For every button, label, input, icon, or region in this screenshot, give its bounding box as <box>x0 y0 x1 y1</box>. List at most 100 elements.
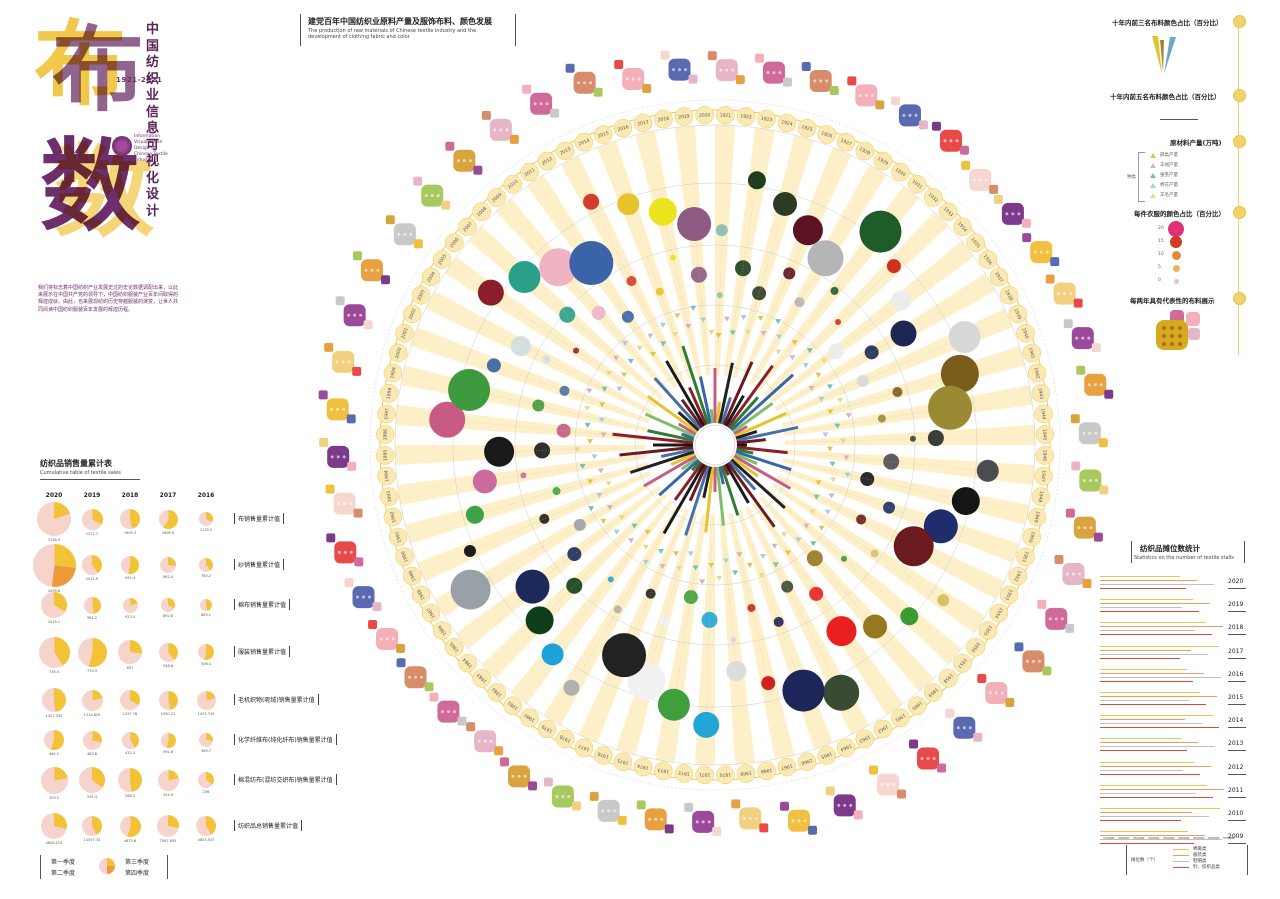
spoke-line <box>797 501 939 597</box>
raw-material-marker <box>612 355 619 361</box>
fabric-swatch-small <box>731 799 741 809</box>
sales-pie <box>40 766 68 794</box>
brand-glyph-top: 布 <box>34 10 127 118</box>
raw-material-marker <box>690 305 697 311</box>
stalls-bar <box>1100 584 1214 585</box>
intro-text: 我们将标志着中国纺织产业发展史过的史论数据调配出来，以此来展示在中国共产党的领导… <box>38 285 179 313</box>
centre-bar <box>730 458 786 510</box>
sales-value: 4650.125 <box>45 841 63 845</box>
centre-bar <box>688 464 708 502</box>
centre-bar <box>677 422 697 436</box>
year-badge <box>432 250 452 269</box>
raw-material-marker <box>687 551 694 557</box>
sales-pie <box>41 592 67 618</box>
fabric-dot <box>1060 617 1064 621</box>
year-badge <box>939 202 958 221</box>
spoke-line <box>736 542 767 677</box>
fabric-dot <box>772 71 776 75</box>
raw-material-marker <box>826 384 833 390</box>
color-share-dot <box>1170 236 1182 248</box>
color-circle <box>477 279 504 306</box>
spoke-line <box>631 214 682 351</box>
fabric-swatch-small <box>875 100 885 110</box>
fabric-dot <box>864 93 868 97</box>
year-badge <box>388 527 408 547</box>
sales-pie <box>41 813 67 839</box>
color-circle <box>539 248 578 287</box>
stalls-year-rule <box>1228 634 1246 636</box>
stalls-legend-label: 棉麻类 <box>1193 847 1207 852</box>
sales-pie <box>198 644 214 660</box>
raw-material-marker <box>824 509 831 515</box>
spoke-line <box>603 281 659 363</box>
fabric-dot <box>908 113 912 117</box>
fabric-dot <box>849 803 853 807</box>
legend-top3-icon <box>1152 36 1176 74</box>
stalls-year-label: 2013 <box>1228 740 1244 748</box>
stalls-bar <box>1100 576 1180 577</box>
legend-dot <box>1233 135 1246 148</box>
fabric-swatch-small <box>868 765 878 775</box>
color-share-dot <box>1173 278 1179 284</box>
sales-year-header: 2020 <box>45 492 63 499</box>
sales-value: 1039.6 <box>47 588 61 593</box>
raw-material-marker <box>584 422 591 428</box>
year-badge <box>923 188 943 207</box>
stalls-bar <box>1100 839 1222 841</box>
fabric-swatch-small <box>1042 666 1052 676</box>
stalls-axis-tick: 300000 <box>1148 836 1160 840</box>
stalls-year-label: 2017 <box>1228 647 1244 655</box>
spoke-line <box>785 270 890 375</box>
fabric-swatch-small <box>1063 319 1073 329</box>
centre-bar <box>681 345 710 425</box>
raw-material-marker <box>729 330 736 336</box>
color-circle <box>563 679 580 696</box>
fabric-dot <box>517 774 521 778</box>
raw-material-marker <box>746 563 753 569</box>
raw-material-marker <box>722 558 729 564</box>
raw-material-marker <box>822 432 829 438</box>
legend-raw-label: 棉花产量 <box>1160 183 1178 188</box>
fabric-dot <box>742 816 746 820</box>
sales-pie <box>121 556 139 574</box>
year-badge <box>817 746 837 765</box>
year-label: 1978 <box>559 733 572 744</box>
year-label: 2000 <box>394 347 403 360</box>
raw-material-marker <box>699 579 706 585</box>
fabric-dot <box>1045 250 1049 254</box>
stalls-legend-label: 针、纺织品类 <box>1193 865 1220 870</box>
year-label: 1929 <box>876 156 889 167</box>
year-badge <box>757 761 776 781</box>
brand-logo: 布 布 数 数 1921-2021 Information Visualizat… <box>34 10 168 258</box>
color-circle-small <box>701 611 718 628</box>
year-badge <box>402 566 422 586</box>
year-badge <box>574 738 594 758</box>
legend-dot <box>1233 206 1246 219</box>
spoke-line <box>771 527 834 619</box>
fabric-dot <box>330 455 334 459</box>
spoke-line <box>742 215 782 350</box>
raw-material-marker <box>760 554 767 560</box>
stalls-bar <box>1100 692 1200 693</box>
year-label: 2003 <box>416 289 427 302</box>
fabric-dot <box>1039 250 1043 254</box>
fabric-swatch-small <box>593 87 603 97</box>
fabric-dot <box>707 820 711 824</box>
fabric-dot <box>505 128 509 132</box>
stalls-year-rule <box>1228 657 1246 659</box>
fabric-dot <box>1094 431 1098 435</box>
fabric-swatch-small <box>847 76 857 86</box>
raw-material-marker <box>621 372 628 378</box>
stalls-bar <box>1100 812 1192 813</box>
color-circle <box>940 354 979 393</box>
sales-row-label: 纱销售量累计值 <box>234 559 285 570</box>
centre-bar <box>736 438 766 445</box>
fabric-swatch-small <box>993 194 1003 204</box>
band-wedge <box>425 290 654 416</box>
fabric-swatch-small <box>782 77 792 87</box>
color-circle-small <box>883 453 900 470</box>
fabric-dot <box>1017 212 1021 216</box>
legend-raw-label: 羊绒产量 <box>1160 163 1178 168</box>
raw-material-marker <box>813 494 820 500</box>
year-badge <box>999 285 1019 305</box>
